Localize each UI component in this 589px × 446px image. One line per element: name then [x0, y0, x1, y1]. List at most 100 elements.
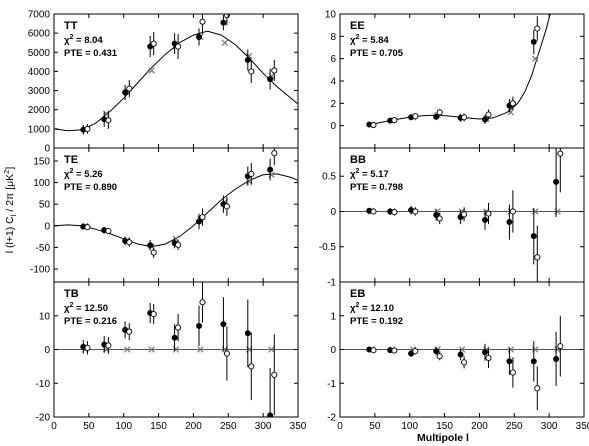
model-point: [148, 346, 155, 353]
y-tick-label: 7000: [28, 10, 51, 21]
data-point-filled: [553, 178, 560, 185]
data-point-open: [412, 348, 419, 355]
data-point-open: [84, 224, 91, 231]
data-point-open: [557, 150, 564, 157]
data-point-filled: [122, 89, 129, 96]
x-tick-label: 200: [185, 421, 202, 432]
data-point-filled: [244, 56, 251, 63]
data-point-open: [461, 359, 468, 366]
y-tick-label: 1000: [28, 124, 51, 135]
data-point-open: [534, 25, 541, 32]
data-point-open: [175, 324, 182, 331]
y-tick-label: 0: [330, 121, 336, 132]
data-point-filled: [196, 218, 203, 225]
data-point-filled: [530, 38, 537, 45]
plot-area-eb: [340, 315, 584, 411]
y-tick-label: 5000: [28, 48, 51, 59]
data-point-filled: [267, 166, 274, 173]
panel-title-tt: TT: [64, 20, 78, 32]
x-tick-label: 300: [255, 421, 272, 432]
data-point-open: [126, 239, 133, 246]
data-point-filled: [171, 334, 178, 341]
data-point-filled: [433, 348, 440, 355]
plot-area-tt: [54, 14, 298, 135]
chi2-label-eb: χ2 = 12.10: [350, 302, 394, 314]
chi2-label-tt: χ2 = 8.04: [64, 34, 103, 46]
data-point-open: [412, 208, 419, 215]
data-point-open: [509, 208, 516, 215]
y-tick-label: 2000: [28, 105, 51, 116]
data-point-open: [436, 109, 443, 116]
data-point-open: [199, 18, 206, 25]
model-point: [268, 346, 275, 353]
y-tick-label: -20: [36, 413, 51, 424]
model-point: [123, 346, 131, 353]
x-tick-label: 250: [220, 421, 237, 432]
data-point-open: [271, 371, 278, 378]
y-tick-label: 3000: [28, 86, 51, 97]
plot-area-ee: [366, 14, 551, 129]
panel-tt: 0 1000 2000 3000 4000 5000 6000 7000 TT χ2 = 8.04…: [28, 10, 299, 155]
y-tick-label: 1: [330, 311, 336, 322]
data-point-open: [412, 113, 419, 120]
data-point-open: [105, 117, 112, 124]
data-point-filled: [553, 355, 560, 362]
y-tick-label: -1: [327, 379, 336, 390]
panel-ee: 0 2 4 6 8 10 EE χ2 = 5.84 PTE = 0.705: [325, 10, 585, 149]
data-point-open: [370, 347, 377, 354]
plot-area-bb: [340, 148, 584, 282]
data-point-open: [436, 353, 443, 360]
y-tick-label: 0: [44, 144, 50, 155]
y-tick-label: -50: [36, 243, 51, 254]
x-tick-label: 100: [115, 421, 132, 432]
y-tick-label: 2: [330, 99, 336, 110]
panel-bb: -1 -0.5 0 0.5 BB χ2 = 5.17 PTE = 0.798: [319, 147, 585, 289]
panel-title-bb: BB: [350, 154, 366, 166]
model-curve-ee: [367, 14, 551, 126]
pte-label-tb: PTE = 0.216: [64, 316, 117, 327]
data-point-open: [150, 249, 157, 256]
data-point-filled: [196, 33, 203, 40]
panel-title-eb: EB: [350, 288, 365, 300]
panel-eb: -2 -1 0 1 0 50 100 150 200 250 300 350 EB χ2 = 12.10 P…: [327, 281, 589, 432]
y-tick-label: 0.5: [322, 172, 336, 183]
data-point-open: [271, 67, 278, 74]
data-point-open: [461, 114, 468, 121]
data-point-filled: [457, 351, 464, 358]
data-point-open: [248, 363, 255, 370]
y-tick-label: 50: [39, 200, 51, 211]
plot-area-te: [54, 148, 298, 258]
y-axis-label: l (l+1) Cl / 2π [μK2]: [2, 167, 18, 254]
panel-title-te: TE: [64, 154, 78, 166]
x-tick-label: 150: [150, 421, 167, 432]
chi2-label-tb: χ2 = 12.50: [64, 302, 108, 314]
data-point-open: [84, 125, 91, 132]
data-point-open: [150, 40, 157, 47]
y-tick-label: 6000: [28, 29, 51, 40]
data-point-open: [248, 170, 255, 177]
data-point-open: [370, 208, 377, 215]
y-tick-label: 100: [33, 178, 50, 189]
data-point-filled: [433, 113, 440, 120]
y-tick-label: -10: [36, 379, 51, 390]
chi2-label-ee: χ2 = 5.84: [350, 34, 389, 46]
x-axis-label: Multipole l: [417, 432, 469, 444]
data-point-filled: [506, 358, 513, 365]
data-point-filled: [482, 116, 489, 123]
data-point-open: [461, 211, 468, 218]
pte-label-tt: PTE = 0.431: [64, 48, 118, 59]
y-tick-label: 10: [39, 311, 51, 322]
x-tick-label: 0: [51, 421, 57, 432]
data-point-open: [223, 350, 230, 357]
x-tick-label: 0: [337, 421, 343, 432]
model-curve-tt: [54, 30, 298, 132]
data-point-open: [391, 209, 398, 216]
panel-title-ee: EE: [350, 20, 365, 32]
data-point-filled: [433, 211, 440, 218]
data-point-open: [150, 311, 157, 318]
pte-label-te: PTE = 0.890: [64, 182, 117, 193]
data-point-filled: [482, 216, 489, 223]
panel-title-tb: TB: [64, 288, 79, 300]
